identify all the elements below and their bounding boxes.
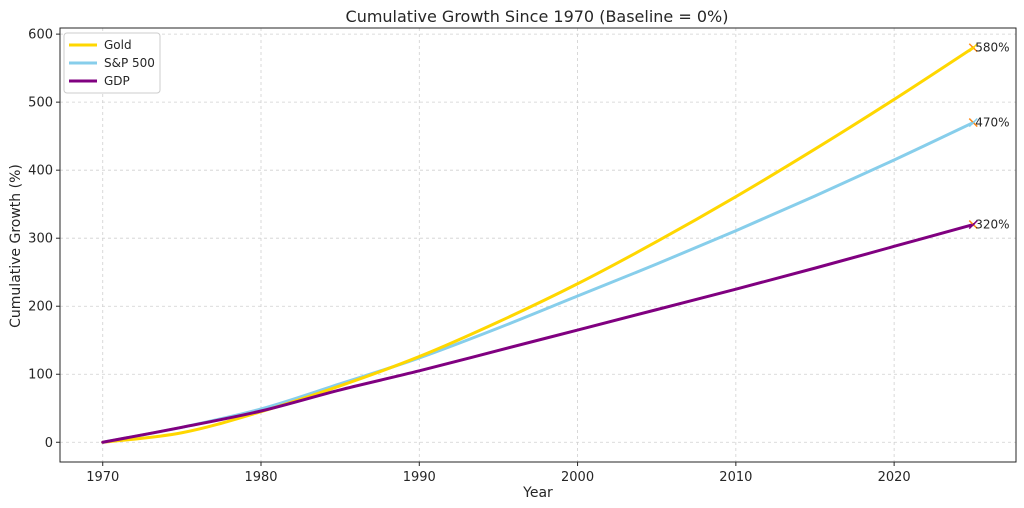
end-marker-stroke [968, 43, 978, 53]
series-line-s-p-500 [101, 121, 975, 444]
grid [60, 28, 1016, 462]
y-tick-label: 600 [28, 28, 53, 43]
y-tick-label: 200 [28, 300, 53, 315]
end-marker [968, 118, 978, 128]
x-axis: 1970 1980 1990 2000 2010 2020 [86, 462, 911, 485]
end-marker-stroke [968, 220, 978, 230]
end-marker-stroke [968, 118, 978, 128]
y-axis-label: Cumulative Growth (%) [8, 164, 24, 328]
x-tick-label: 2010 [719, 470, 752, 485]
x-tick-label: 1980 [244, 470, 277, 485]
end-marker [968, 220, 978, 230]
legend: Gold S&P 500 GDP [63, 32, 161, 94]
x-tick-label: 2000 [561, 470, 594, 485]
legend-entry: GDP [104, 74, 130, 88]
series-line-gold [101, 46, 975, 444]
end-label: 320% [975, 218, 1009, 232]
x-tick-label: 1990 [403, 470, 436, 485]
series-line-gdp [101, 223, 975, 444]
y-axis: 0 100 200 300 400 500 600 [28, 28, 60, 451]
end-label: 580% [975, 41, 1009, 55]
y-tick-label: 100 [28, 368, 53, 383]
legend-box [63, 32, 161, 94]
y-tick-label: 500 [28, 96, 53, 111]
y-tick-label: 300 [28, 232, 53, 247]
plot-frame [59, 27, 1017, 463]
x-tick-label: 2020 [878, 470, 911, 485]
legend-entry: Gold [104, 38, 132, 52]
series-layer: 470% 580% 320% [101, 41, 1010, 444]
y-tick-label: 0 [45, 436, 53, 451]
x-axis-label: Year [522, 485, 553, 501]
legend-entry: S&P 500 [104, 56, 155, 70]
x-tick-label: 1970 [86, 470, 119, 485]
y-tick-label: 400 [28, 164, 53, 179]
end-marker [968, 43, 978, 53]
end-label: 470% [975, 116, 1009, 130]
chart-title: Cumulative Growth Since 1970 (Baseline =… [346, 7, 729, 26]
